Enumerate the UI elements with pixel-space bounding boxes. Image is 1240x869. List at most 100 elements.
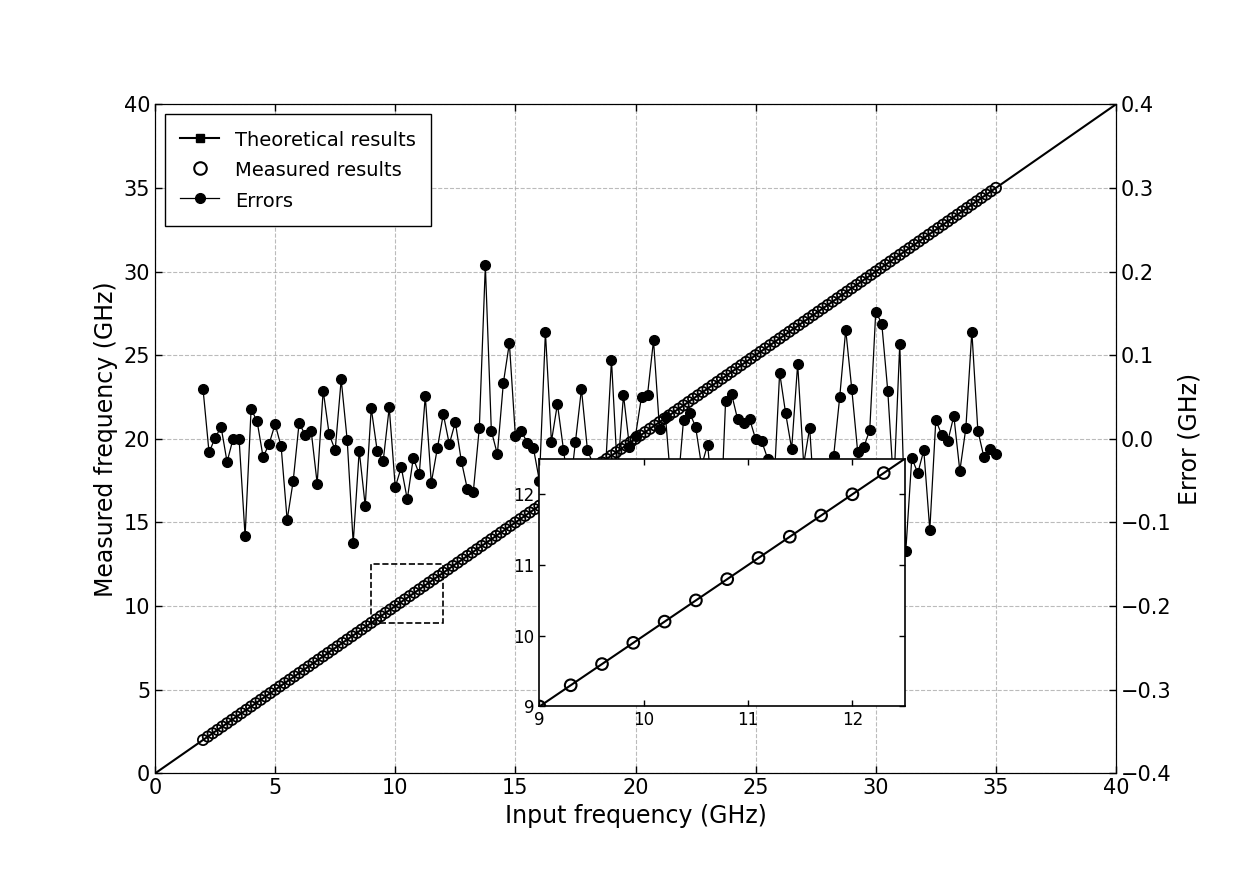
- Measured results: [780, 325, 800, 339]
- Measured results: [520, 506, 539, 520]
- Legend: Theoretical results, Measured results, Errors: Theoretical results, Measured results, E…: [165, 114, 432, 226]
- Point: [842, 488, 862, 501]
- Measured results: [391, 596, 410, 610]
- Measured results: [591, 455, 611, 469]
- Measured results: [952, 204, 972, 218]
- Measured results: [404, 586, 424, 600]
- Measured results: [870, 262, 890, 275]
- Measured results: [745, 348, 765, 362]
- Measured results: [347, 626, 367, 640]
- Measured results: [794, 315, 813, 328]
- Measured results: [942, 211, 962, 225]
- Measured results: [770, 331, 790, 345]
- Measured results: [486, 529, 506, 543]
- Measured results: [919, 228, 939, 242]
- Measured results: [265, 683, 285, 697]
- Measured results: [319, 646, 339, 660]
- Measured results: [937, 215, 957, 229]
- Measured results: [448, 555, 467, 569]
- Measured results: [429, 569, 449, 583]
- Measured results: [553, 482, 573, 496]
- Measured results: [789, 318, 808, 332]
- Measured results: [880, 255, 900, 269]
- Measured results: [861, 268, 880, 282]
- Measured results: [198, 730, 218, 744]
- Measured results: [813, 302, 833, 315]
- Measured results: [529, 499, 549, 513]
- Measured results: [237, 703, 257, 717]
- Measured results: [832, 288, 852, 302]
- Measured results: [222, 713, 242, 726]
- Measured results: [827, 291, 847, 305]
- Point: [655, 614, 675, 628]
- Errors: [724, 388, 739, 399]
- Measured results: [511, 512, 531, 526]
- Measured results: [409, 582, 429, 596]
- Point: [749, 551, 769, 565]
- Measured results: [611, 442, 631, 456]
- Line: Errors: Errors: [198, 261, 1001, 556]
- Measured results: [837, 285, 857, 299]
- Measured results: [683, 392, 703, 406]
- Measured results: [242, 700, 262, 713]
- Measured results: [453, 553, 472, 567]
- Errors: [196, 384, 211, 395]
- Errors: [748, 434, 763, 444]
- Point: [717, 572, 737, 586]
- Measured results: [601, 448, 621, 462]
- Measured results: [707, 375, 727, 389]
- Measured results: [722, 365, 742, 379]
- Measured results: [549, 486, 569, 500]
- Measured results: [904, 238, 924, 252]
- Measured results: [193, 733, 213, 747]
- Measured results: [467, 542, 487, 556]
- Measured results: [558, 479, 578, 493]
- Measured results: [544, 488, 564, 502]
- Measured results: [376, 606, 396, 620]
- Point: [874, 466, 894, 480]
- Measured results: [668, 401, 688, 415]
- Measured results: [842, 282, 862, 295]
- Measured results: [476, 535, 496, 549]
- Measured results: [357, 620, 377, 634]
- Measured results: [934, 218, 954, 232]
- Measured results: [332, 636, 352, 650]
- Measured results: [399, 589, 419, 603]
- Measured results: [808, 305, 828, 319]
- Measured results: [539, 492, 559, 506]
- X-axis label: Input frequency (GHz): Input frequency (GHz): [505, 804, 766, 828]
- Measured results: [655, 412, 675, 426]
- Measured results: [515, 509, 534, 523]
- Measured results: [688, 388, 708, 402]
- Measured results: [299, 660, 319, 673]
- Measured results: [463, 546, 482, 560]
- Measured results: [573, 468, 593, 482]
- Measured results: [386, 599, 405, 613]
- Measured results: [596, 452, 616, 466]
- Point: [780, 530, 800, 544]
- Measured results: [784, 322, 804, 335]
- Measured results: [760, 338, 780, 352]
- Measured results: [419, 576, 439, 590]
- Measured results: [309, 653, 329, 667]
- Measured results: [698, 381, 718, 395]
- Measured results: [630, 428, 650, 442]
- Measured results: [260, 687, 280, 700]
- Measured results: [765, 335, 785, 348]
- Measured results: [275, 676, 295, 690]
- Measured results: [703, 378, 723, 392]
- Measured results: [775, 328, 795, 342]
- Measured results: [742, 352, 761, 366]
- Measured results: [270, 680, 290, 693]
- Measured results: [890, 248, 910, 262]
- Measured results: [924, 224, 944, 238]
- Measured results: [481, 532, 501, 546]
- Measured results: [976, 188, 996, 202]
- Measured results: [337, 633, 357, 647]
- Measured results: [678, 395, 698, 409]
- Measured results: [635, 425, 655, 439]
- Measured results: [496, 522, 516, 536]
- Measured results: [458, 549, 477, 563]
- Errors: [477, 260, 492, 270]
- Measured results: [424, 573, 444, 587]
